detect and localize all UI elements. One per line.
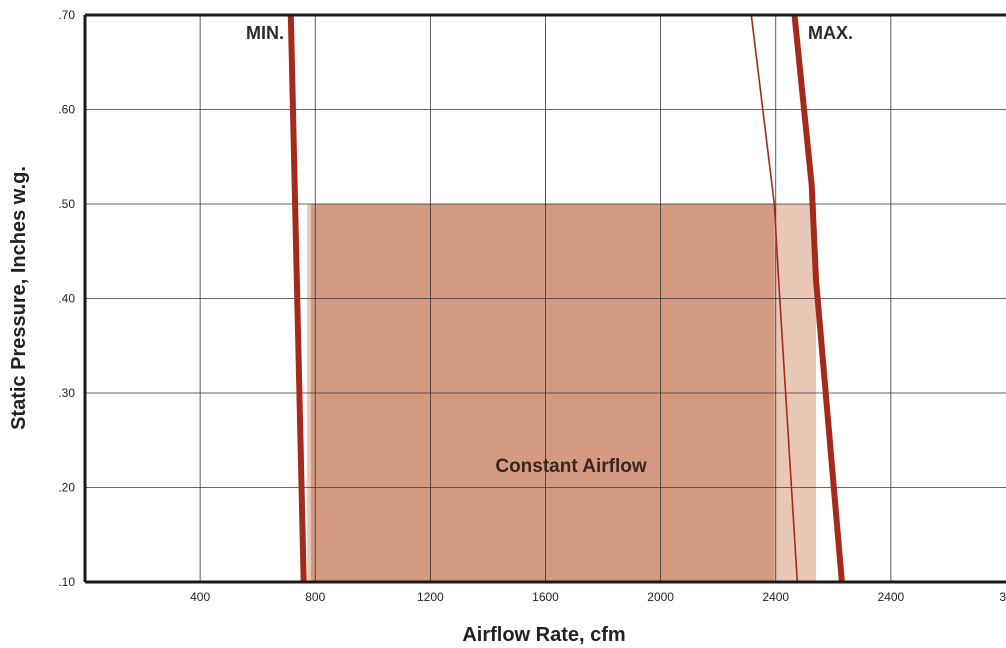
y-tick-label: .50	[58, 197, 75, 211]
x-axis-title: Airflow Rate, cfm	[462, 624, 625, 646]
y-axis-title: Static Pressure, Inches w.g.	[8, 166, 30, 430]
x-tick-label: 2400	[878, 590, 905, 604]
tick-labels-layer: 400 800 1200 1600 2000 2400 2400 32 .10 .20 .30 .40…	[58, 8, 1006, 604]
x-tick-label: 1200	[417, 590, 444, 604]
y-tick-label: .60	[58, 103, 75, 117]
curves-layer	[287, 14, 845, 583]
x-tick-label: 1600	[532, 590, 559, 604]
x-tick-label: 800	[305, 590, 325, 604]
max-curve	[791, 14, 845, 583]
min-curve-label: MIN.	[246, 23, 284, 43]
grid-layer	[85, 15, 1006, 582]
y-tick-label: .70	[58, 8, 75, 22]
frame-layer	[83, 13, 1006, 584]
max-curve-label: MAX.	[808, 23, 853, 43]
constant-airflow-label: Constant Airflow	[495, 456, 647, 477]
y-tick-label: .10	[58, 575, 75, 589]
x-tick-label: 32	[999, 590, 1006, 604]
y-tick-label: .30	[58, 386, 75, 400]
x-tick-label: 400	[190, 590, 210, 604]
x-tick-label: 2400	[762, 590, 789, 604]
system-curve	[750, 14, 799, 583]
y-tick-label: .20	[58, 481, 75, 495]
min-curve	[287, 14, 307, 583]
x-tick-label: 2000	[647, 590, 674, 604]
y-tick-label: .40	[58, 292, 75, 306]
